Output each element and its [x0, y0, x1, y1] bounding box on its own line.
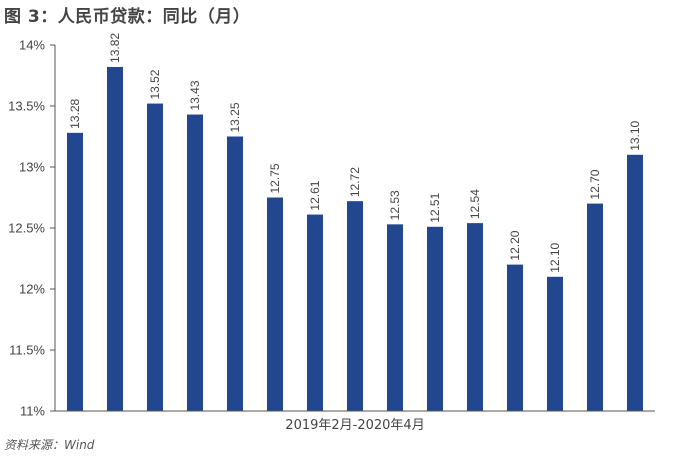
bar-data-label: 13.28: [68, 98, 82, 128]
bars: [67, 66, 643, 412]
y-tick-label: 12%: [19, 282, 45, 297]
bar-data-label: 12.51: [428, 192, 442, 222]
bar-data-label: 12.61: [308, 180, 322, 210]
bar: [187, 114, 203, 411]
y-tick-label: 11%: [20, 404, 45, 419]
y-tick-label: 13.5%: [8, 99, 45, 114]
bar: [467, 223, 483, 411]
chart-title: 图 3：人民币贷款：同比（月）: [4, 7, 251, 27]
bar: [147, 103, 163, 411]
bar-data-label: 12.72: [348, 167, 362, 197]
bar-data-label: 13.10: [628, 120, 642, 150]
y-axis: 11% 11.5% 12% 12.5% 13% 13.5% 14%: [8, 38, 55, 419]
bar: [547, 276, 563, 411]
bar: [387, 224, 403, 411]
bar-data-label: 13.82: [108, 33, 122, 63]
y-tick-label: 14%: [19, 38, 45, 53]
bar: [427, 226, 443, 411]
bar: [267, 197, 283, 411]
bar-data-label: 12.54: [468, 189, 482, 219]
bar: [347, 201, 363, 411]
bar: [307, 214, 323, 411]
bar-data-label: 13.25: [228, 102, 242, 132]
bar-data-label: 12.20: [508, 230, 522, 260]
bar-data-label: 12.53: [388, 190, 402, 220]
source-note: 资料来源：Wind: [4, 438, 95, 452]
bar: [507, 264, 523, 411]
bar-data-label: 13.43: [188, 80, 202, 110]
y-tick-label: 11.5%: [9, 343, 45, 358]
y-tick-label: 12.5%: [8, 221, 45, 236]
bar: [587, 203, 603, 411]
bar: [107, 66, 123, 412]
bar-data-label: 12.70: [588, 169, 602, 199]
bar-data-label: 13.52: [148, 69, 162, 99]
bar-data-label: 12.10: [548, 242, 562, 272]
bar-data-label: 12.75: [268, 163, 282, 193]
x-axis-label: 2019年2月-2020年4月: [285, 418, 424, 433]
bar: [67, 132, 83, 411]
data-labels: 13.28 13.82 13.52 13.43 13.25 12.75 12.61 12.72…: [68, 33, 642, 273]
bar: [627, 154, 643, 412]
y-tick-label: 13%: [19, 160, 45, 175]
bar: [227, 136, 243, 411]
